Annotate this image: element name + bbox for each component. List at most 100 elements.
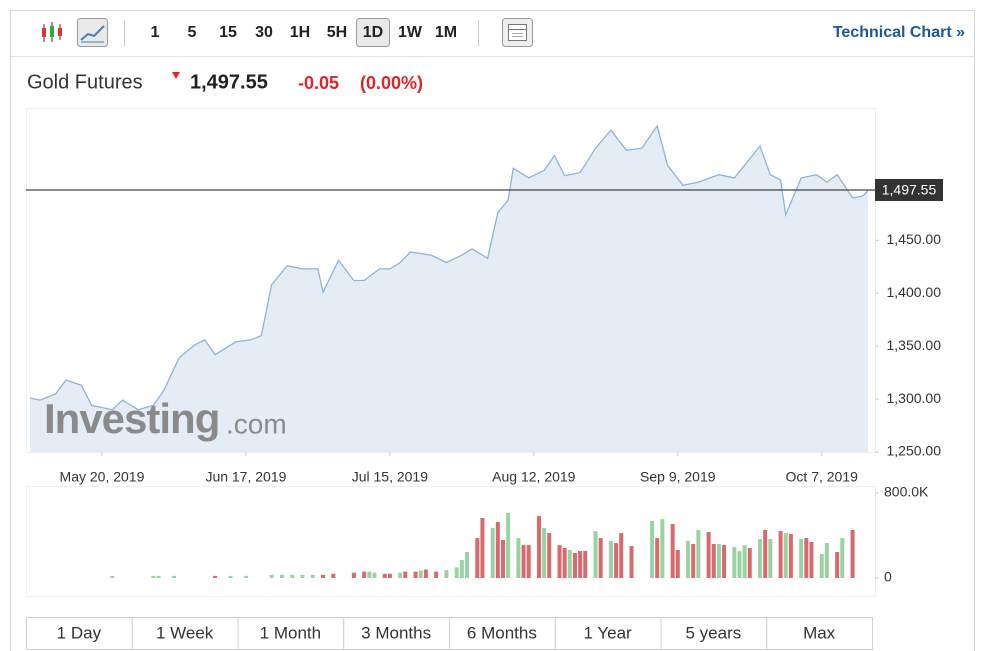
volume-bar	[598, 538, 603, 578]
volume-bar	[675, 549, 680, 578]
volume-bar	[228, 575, 233, 578]
table-icon[interactable]	[502, 18, 533, 47]
volume-bar	[840, 538, 845, 578]
volume-bar	[500, 539, 505, 578]
range-button[interactable]: Max	[803, 623, 836, 642]
volume-bar	[768, 539, 773, 578]
interval-button[interactable]: 1M	[435, 24, 457, 41]
range-button[interactable]: 6 Months	[467, 623, 537, 642]
interval-button[interactable]: 5H	[327, 24, 347, 41]
volume-bar	[526, 545, 531, 578]
volume-bar	[310, 574, 315, 578]
range-button-box[interactable]	[766, 617, 873, 650]
volume-bar	[279, 574, 284, 578]
volume-bar	[495, 522, 500, 578]
interval-button[interactable]: 1D	[363, 24, 383, 41]
volume-bar	[516, 538, 521, 578]
interval-button[interactable]: 1	[151, 24, 160, 41]
x-tick-label: Sep 9, 2019	[640, 469, 716, 485]
volume-bar	[696, 529, 701, 578]
volume-bar	[521, 545, 526, 578]
price-change-percent: (0.00%)	[360, 73, 423, 93]
volume-bar	[567, 549, 572, 578]
range-button[interactable]: 1 Week	[156, 623, 214, 642]
volume-bar	[454, 567, 459, 578]
x-tick-label: Oct 7, 2019	[786, 469, 859, 485]
volume-bar	[804, 538, 809, 578]
volume-bar	[213, 575, 218, 578]
interval-button[interactable]: 15	[219, 24, 237, 41]
volume-bar	[716, 544, 721, 578]
volume-bar	[732, 546, 737, 578]
volume-bar	[156, 575, 161, 578]
volume-bar	[850, 529, 855, 578]
volume-bar	[444, 570, 449, 578]
price-line	[29, 124, 869, 411]
volume-bar	[578, 551, 583, 578]
line-icon[interactable]	[77, 18, 108, 47]
range-button[interactable]: 1 Year	[584, 623, 633, 642]
volume-bar	[819, 553, 824, 578]
range-button[interactable]: 1 Day	[57, 623, 102, 642]
volume-bar	[799, 539, 804, 578]
range-button-box[interactable]	[131, 617, 239, 650]
x-tick-label: Aug 12, 2019	[492, 469, 576, 485]
volume-bar	[423, 569, 428, 578]
volume-bar	[788, 534, 793, 578]
price-area	[30, 126, 868, 452]
volume-bar	[572, 553, 577, 578]
interval-button[interactable]: 1H	[290, 24, 310, 41]
instrument-name: Gold Futures	[27, 71, 143, 93]
range-button-box[interactable]	[26, 617, 133, 650]
volume-bar	[763, 529, 768, 578]
volume-bar	[835, 551, 840, 578]
technical-chart-link[interactable]: Technical Chart »	[833, 24, 965, 41]
range-button-box[interactable]	[237, 617, 345, 650]
candle-icon[interactable]	[42, 22, 62, 42]
volume-bar	[758, 539, 763, 578]
active-interval-box	[356, 18, 390, 47]
volume-bar	[742, 545, 747, 578]
volume-bar	[614, 543, 619, 578]
last-price-label: 1,497.55	[882, 182, 937, 198]
range-button[interactable]: 1 Month	[260, 623, 321, 642]
volume-bar	[824, 543, 829, 578]
volume-bar	[706, 531, 711, 578]
last-price-tag	[875, 178, 943, 201]
volume-bar	[490, 528, 495, 578]
volume-bar	[464, 551, 469, 578]
volume-bar	[562, 548, 567, 578]
volume-bar	[475, 538, 480, 578]
volume-bar	[110, 575, 115, 578]
volume-bar	[331, 573, 336, 578]
range-button-box[interactable]	[660, 617, 768, 650]
volume-bar	[372, 572, 377, 578]
x-tick-label: May 20, 2019	[60, 469, 145, 485]
last-price: 1,497.55	[190, 71, 268, 93]
volume-bar	[722, 545, 727, 578]
volume-bar	[629, 546, 634, 578]
interval-button[interactable]: 30	[255, 24, 273, 41]
volume-bar	[362, 571, 367, 578]
interval-button[interactable]: 1W	[398, 24, 423, 41]
y-tick-label: 1,400.00	[887, 284, 942, 300]
plot-frame	[26, 108, 876, 453]
volume-bar	[367, 571, 372, 578]
x-tick-label: Jun 17, 2019	[205, 469, 286, 485]
volume-bar	[387, 573, 392, 578]
range-button[interactable]: 5 years	[686, 623, 742, 642]
x-tick-label: Jul 15, 2019	[352, 469, 428, 485]
volume-frame	[26, 486, 876, 597]
volume-bar	[321, 574, 326, 578]
interval-button[interactable]: 5	[188, 24, 197, 41]
range-button[interactable]: 3 Months	[361, 623, 431, 642]
price-change: -0.05	[298, 73, 339, 93]
watermark-suffix: .com	[226, 408, 287, 439]
volume-bar	[418, 570, 423, 578]
volume-bar	[655, 538, 660, 578]
volume-bar	[608, 541, 613, 578]
watermark-brand: Investing	[44, 395, 219, 442]
y-tick-label: 1,350.00	[887, 337, 942, 353]
volume-bar	[650, 521, 655, 578]
